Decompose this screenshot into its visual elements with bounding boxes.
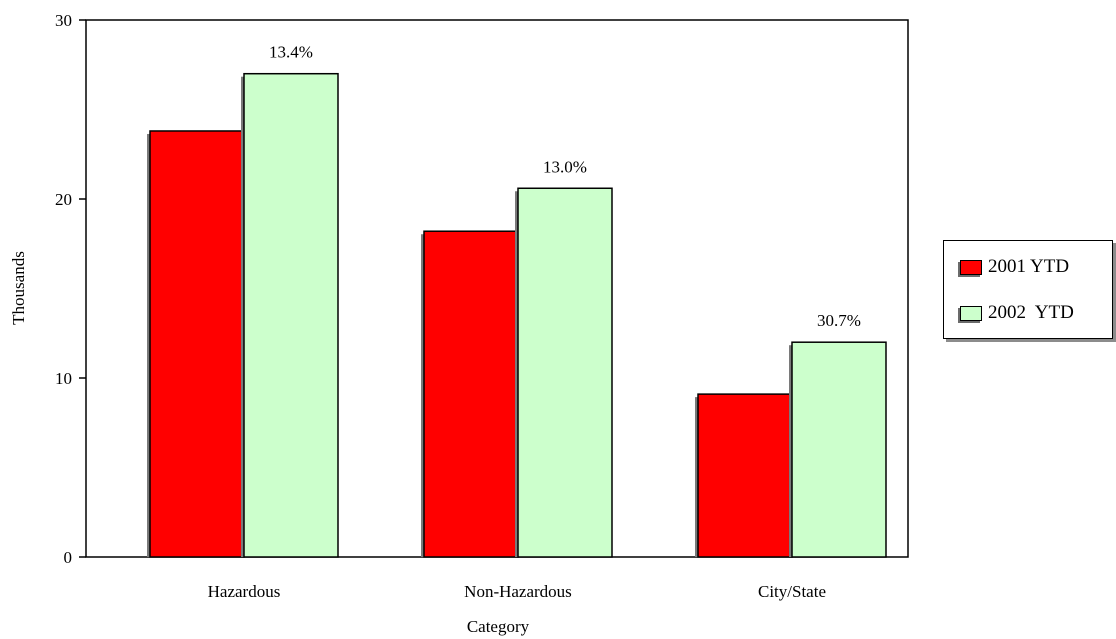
y-tick-label: 30 [55,11,72,30]
bar-2002-1 [517,187,613,558]
legend-item-2002: 2002 YTD [960,302,1074,324]
bar-2001-2 [697,393,793,558]
legend-swatch-2001 [960,259,982,275]
bar-annotation: 13.0% [543,157,587,176]
bar-2002-2 [791,341,887,558]
legend: 2001 YTD 2002 YTD [943,240,1116,342]
legend-swatch-2002 [960,305,982,321]
bar-2002-0 [243,72,339,558]
legend-label-2001: 2001 YTD [988,256,1070,277]
x-tick-label: City/State [758,582,826,601]
y-tick-label: 20 [55,190,72,209]
x-tick-label: Hazardous [208,582,281,601]
bar-annotation: 30.7% [817,311,861,330]
y-tick-label: 10 [55,369,72,388]
bar-2001-0 [149,130,245,558]
x-axis-label: Category [467,617,530,636]
legend-box: 2001 YTD 2002 YTD [943,240,1113,339]
y-axis-label: Thousands [9,251,28,325]
y-tick-label: 0 [64,548,73,567]
legend-item-2001: 2001 YTD [960,256,1069,278]
bar-annotation: 13.4% [269,43,313,62]
x-tick-label: Non-Hazardous [464,582,572,601]
bar-2001-1 [423,230,519,558]
legend-label-2002: 2002 YTD [988,302,1074,323]
